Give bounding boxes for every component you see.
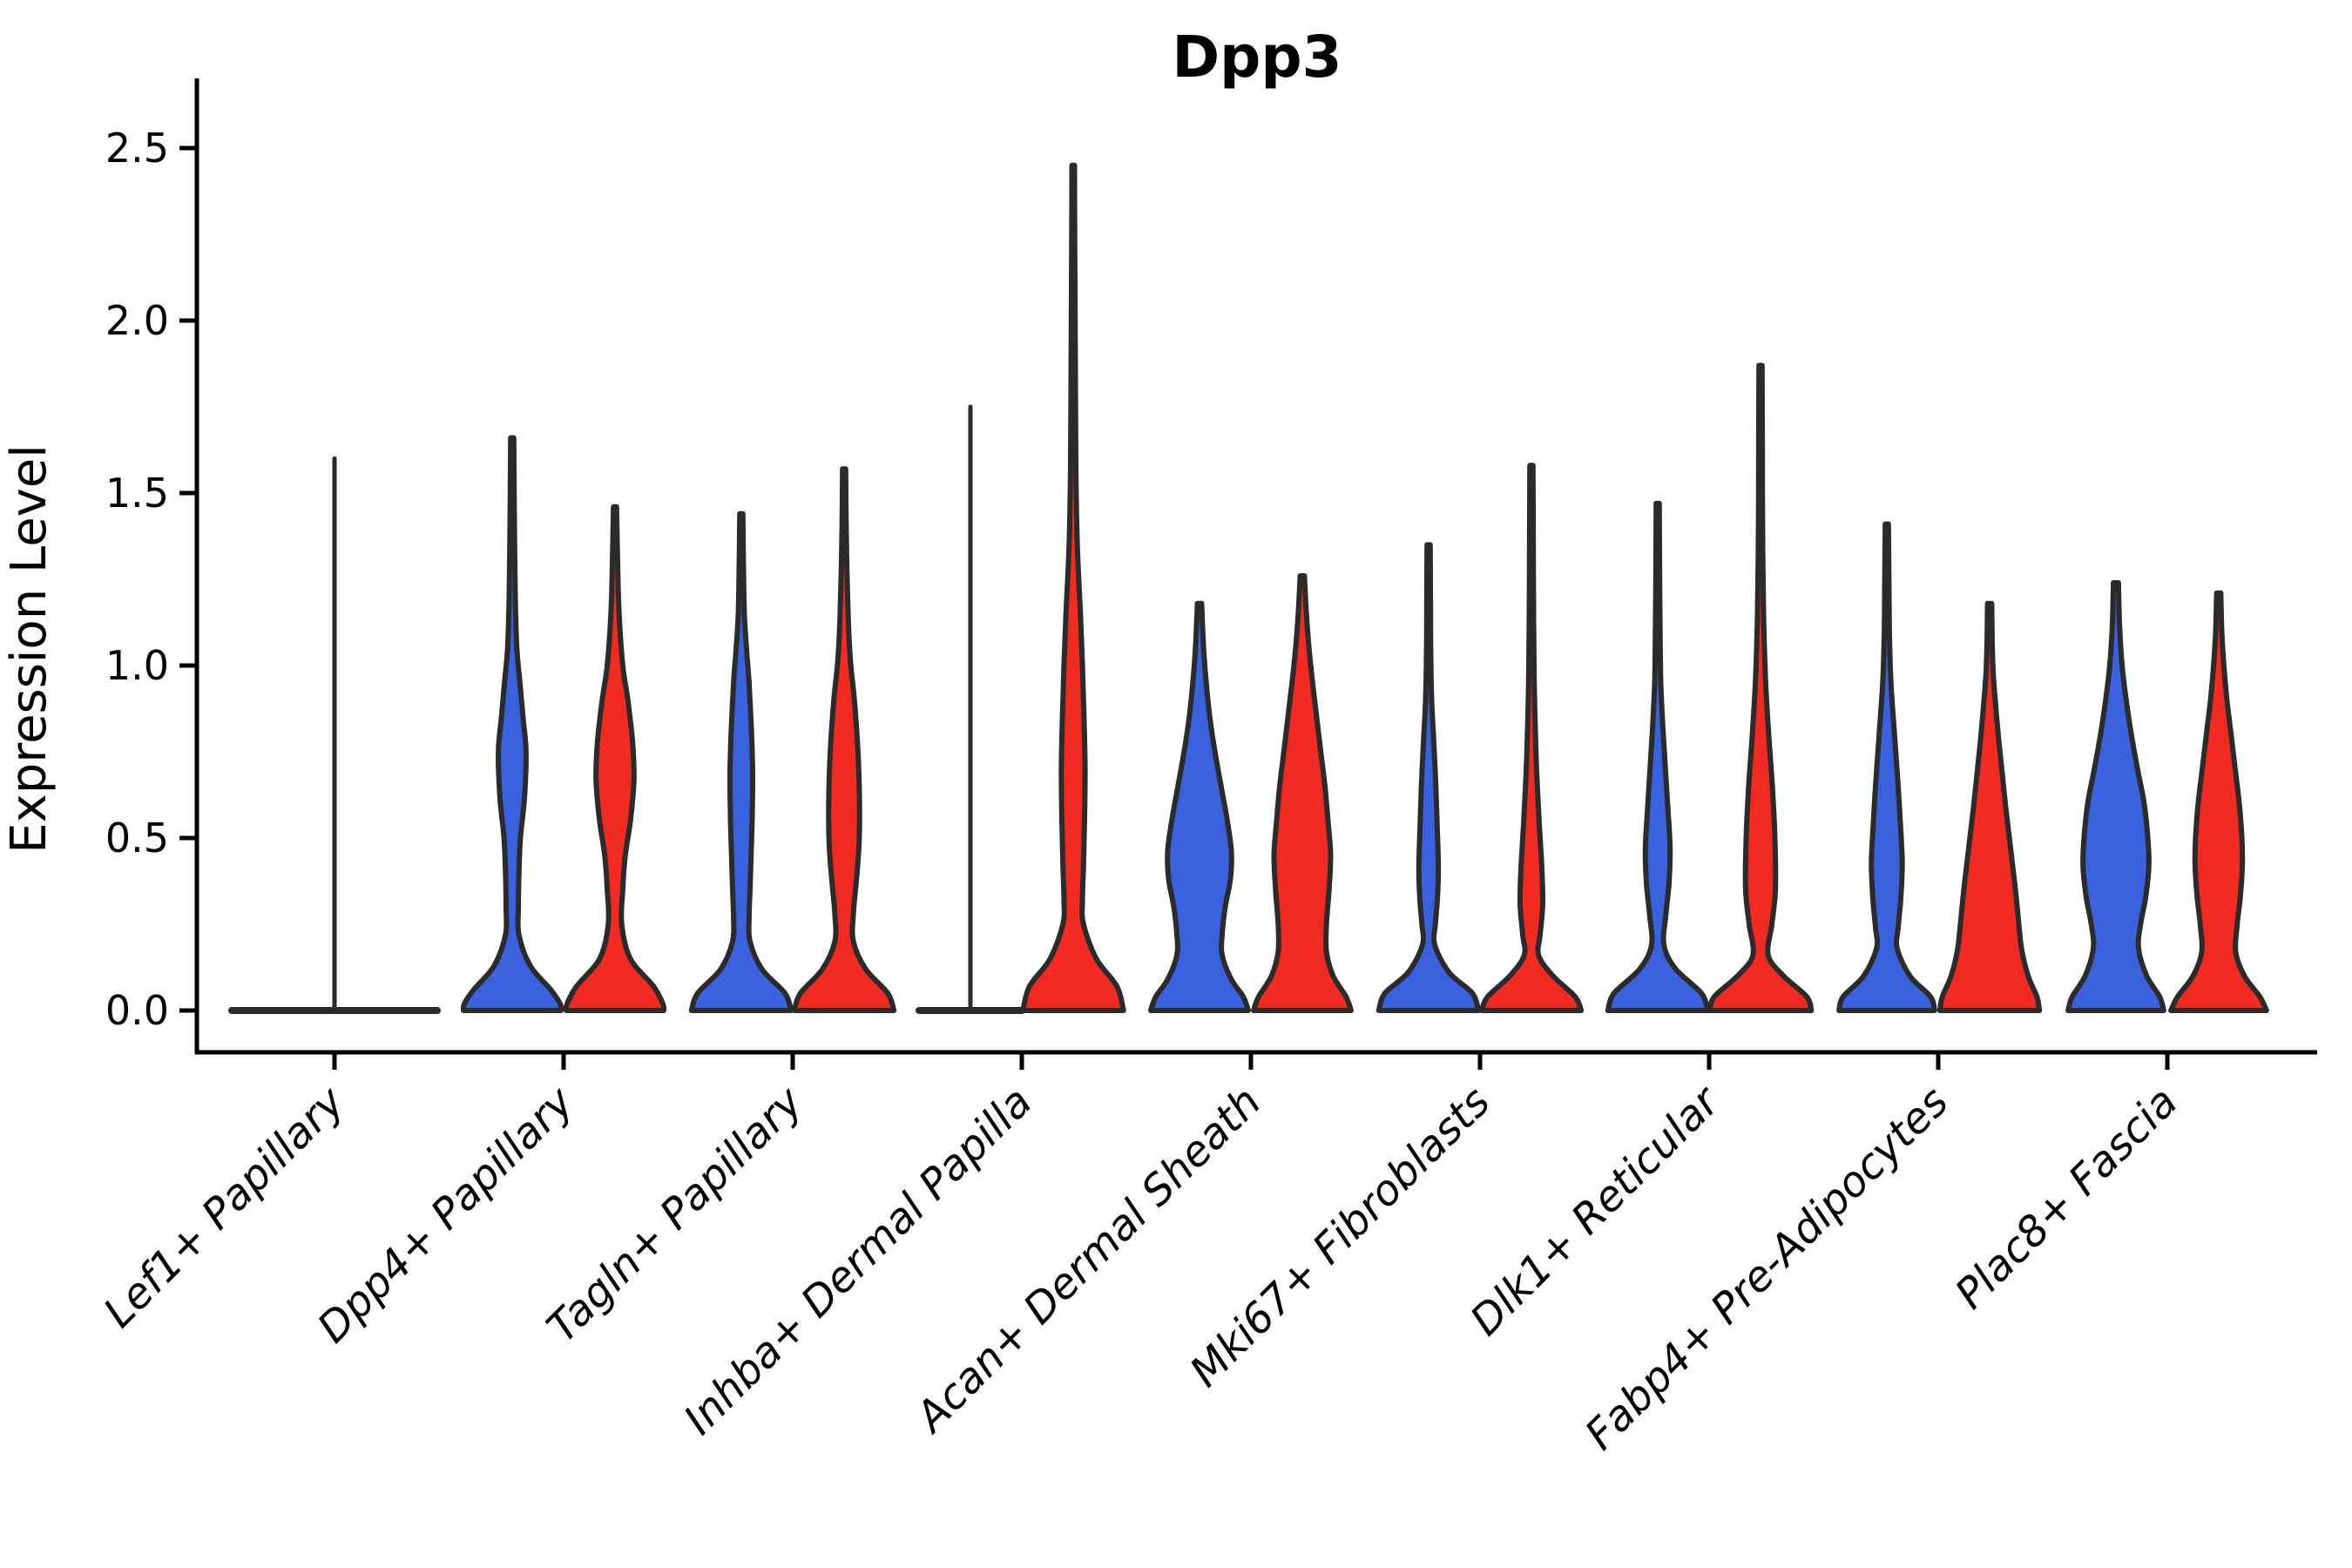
violin-blue [1148,600,1251,1013]
violin-red [1251,573,1354,1013]
violin-red [1020,162,1126,1013]
violin-red [2168,590,2269,1013]
axis-spines [194,78,2317,1055]
violin-blue [1605,500,1711,1013]
violin-red [1707,362,1815,1013]
violin-blue [1836,521,1937,1013]
x-tick-label: Dlk1+ Reticular [1461,1076,1731,1346]
violin-blue [688,510,794,1013]
y-tick-label: 2.5 [105,125,169,172]
violin-blue [1375,542,1482,1013]
y-tick-label: 0.5 [105,814,169,862]
violin-red [1478,463,1585,1013]
y-tick-label: 2.0 [105,297,169,344]
x-tick-label: Dpp4+ Papillary [308,1077,584,1352]
violin-red [1936,600,2043,1013]
y-axis-label: Expression Level [1,444,57,854]
x-tick-label: Tagln+ Papillary [537,1077,813,1352]
y-tick-label: 0.0 [105,987,169,1034]
violin-blue [460,435,564,1013]
y-tick-label: 1.5 [105,470,169,517]
x-tick-label: Lef1+ Papillary [94,1077,355,1337]
y-tick-label: 1.0 [105,642,169,689]
violin-blue [2065,580,2166,1013]
violins-layer [228,162,2269,1014]
violin-red [563,504,667,1013]
x-tick-label: Fabp4+ Pre-Adipocytes [1576,1078,1958,1460]
x-tick-label: Plac8+ Fascia [1946,1078,2187,1319]
violin-red [791,466,897,1013]
chart-title: Dpp3 [1172,24,1342,91]
